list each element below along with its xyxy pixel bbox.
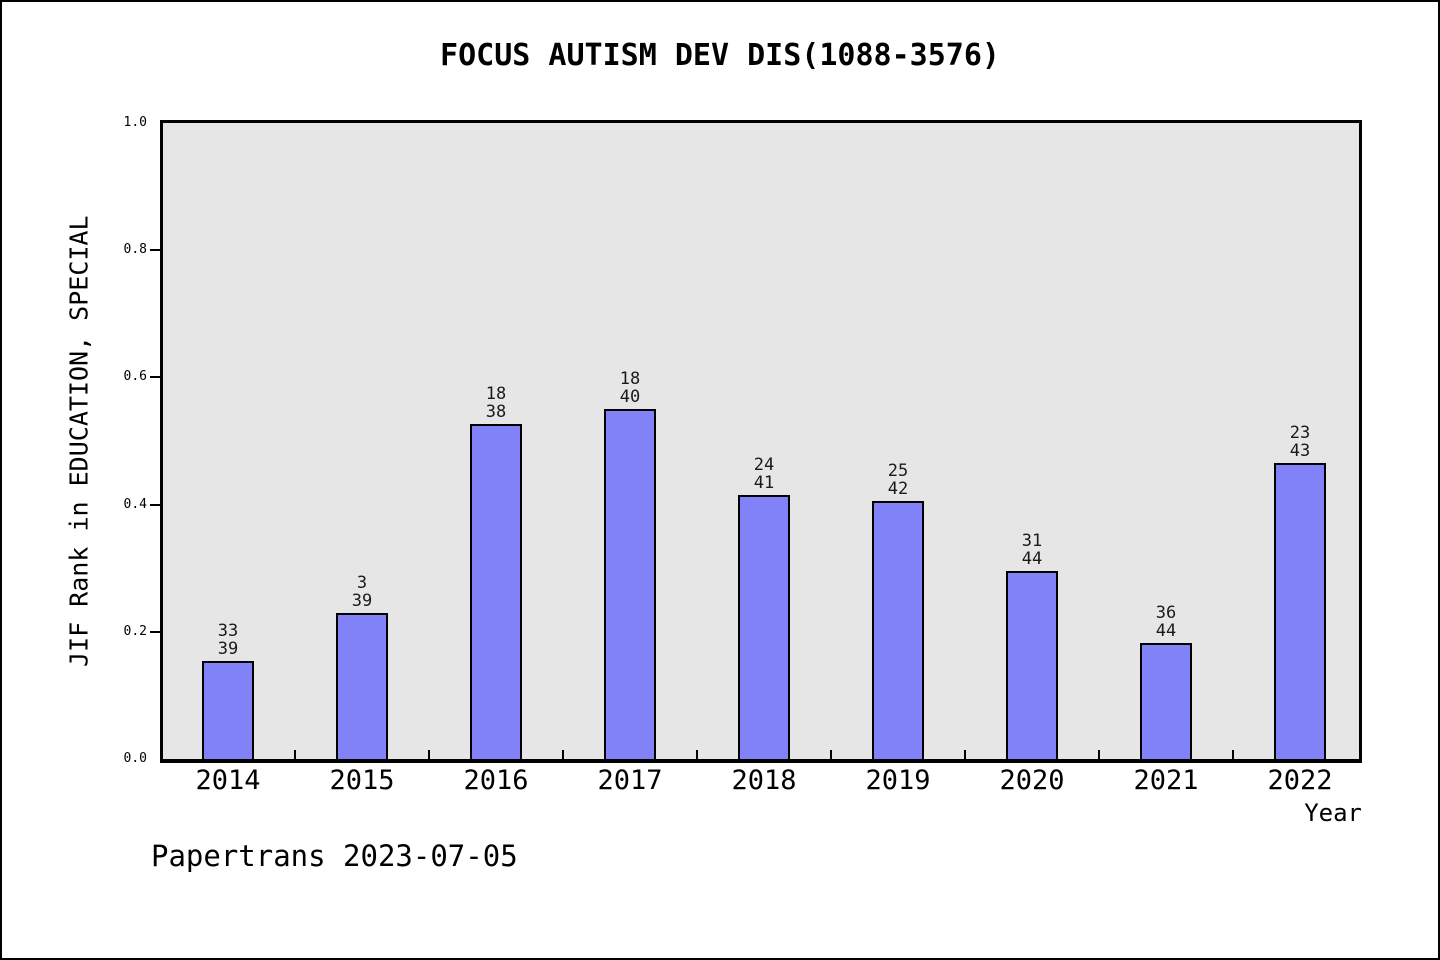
bar-annotation-2015: 3 39 xyxy=(317,574,407,610)
y-tick-label-0.0: 0.0 xyxy=(123,751,147,766)
bar-2017 xyxy=(604,409,656,759)
x-tick-label-2017: 2017 xyxy=(597,765,663,796)
y-axis-title: JIF Rank in EDUCATION, SPECIAL xyxy=(64,215,94,668)
x-tick-label-2014: 2014 xyxy=(195,765,261,796)
x-minor-tick xyxy=(562,750,564,759)
y-tick-label-0.8: 0.8 xyxy=(123,242,147,257)
bar-annotation-2018: 24 41 xyxy=(719,456,809,492)
bar-2020 xyxy=(1006,571,1058,759)
bar-2019 xyxy=(872,501,924,759)
annotation-rank: 18 xyxy=(619,369,641,389)
bar-annotation-2014: 33 39 xyxy=(183,622,273,658)
bar-annotation-2016: 18 38 xyxy=(451,385,541,421)
bar-annotation-2021: 36 44 xyxy=(1121,604,1211,640)
bar-annotation-2019: 25 42 xyxy=(853,462,943,498)
x-minor-tick xyxy=(1098,750,1100,759)
annotation-rank: 24 xyxy=(753,455,775,475)
y-tick-0.6 xyxy=(150,376,160,378)
plot-area: 33 39 3 39 18 38 18 40 24 41 25 42 31 44 36 44 23 43 0.0 0.… xyxy=(124,115,1362,766)
x-tick-label-2015: 2015 xyxy=(329,765,395,796)
bar-2022 xyxy=(1274,463,1326,759)
annotation-rank: 23 xyxy=(1289,423,1311,443)
x-minor-tick xyxy=(294,750,296,759)
x-minor-tick xyxy=(1232,750,1234,759)
x-tick-label-2016: 2016 xyxy=(463,765,529,796)
bar-2021 xyxy=(1140,643,1192,759)
x-minor-tick xyxy=(696,750,698,759)
annotation-total: 40 xyxy=(619,387,641,407)
annotation-rank: 25 xyxy=(887,461,909,481)
y-tick-0.8 xyxy=(150,249,160,251)
x-minor-tick xyxy=(830,750,832,759)
x-minor-tick xyxy=(428,750,430,759)
y-tick-0.4 xyxy=(150,504,160,506)
y-tick-label-1.0: 1.0 xyxy=(123,115,147,130)
annotation-rank: 3 xyxy=(356,573,368,593)
bar-annotation-2022: 23 43 xyxy=(1255,424,1345,460)
chart-title: FOCUS AUTISM DEV DIS(1088-3576) xyxy=(440,38,1000,73)
y-tick-label-0.4: 0.4 xyxy=(123,497,147,512)
x-tick-label-2020: 2020 xyxy=(999,765,1065,796)
annotation-total: 42 xyxy=(887,479,909,499)
bar-2018 xyxy=(738,495,790,759)
x-minor-tick xyxy=(964,750,966,759)
x-axis-title: Year xyxy=(1304,799,1362,827)
annotation-total: 38 xyxy=(485,402,507,422)
bar-2016 xyxy=(470,424,522,759)
y-tick-label-0.2: 0.2 xyxy=(123,624,147,639)
x-tick-label-2018: 2018 xyxy=(731,765,797,796)
annotation-total: 39 xyxy=(351,591,373,611)
x-tick-label-2022: 2022 xyxy=(1267,765,1333,796)
annotation-rank: 36 xyxy=(1155,603,1177,623)
annotation-total: 44 xyxy=(1155,621,1177,641)
x-tick-label-2019: 2019 xyxy=(865,765,931,796)
y-tick-label-0.6: 0.6 xyxy=(123,369,147,384)
y-tick-0.2 xyxy=(150,631,160,633)
bar-annotation-2017: 18 40 xyxy=(585,370,675,406)
bar-2014 xyxy=(202,661,254,759)
annotation-rank: 18 xyxy=(485,384,507,404)
annotation-total: 44 xyxy=(1021,549,1043,569)
annotation-rank: 33 xyxy=(217,621,239,641)
annotation-total: 43 xyxy=(1289,441,1311,461)
footer-watermark: Papertrans 2023-07-05 xyxy=(151,839,518,873)
annotation-rank: 31 xyxy=(1021,531,1043,551)
bar-annotation-2020: 31 44 xyxy=(987,532,1077,568)
x-tick-label-2021: 2021 xyxy=(1133,765,1199,796)
annotation-total: 41 xyxy=(753,473,775,493)
annotation-total: 39 xyxy=(217,639,239,659)
bar-2015 xyxy=(336,613,388,759)
